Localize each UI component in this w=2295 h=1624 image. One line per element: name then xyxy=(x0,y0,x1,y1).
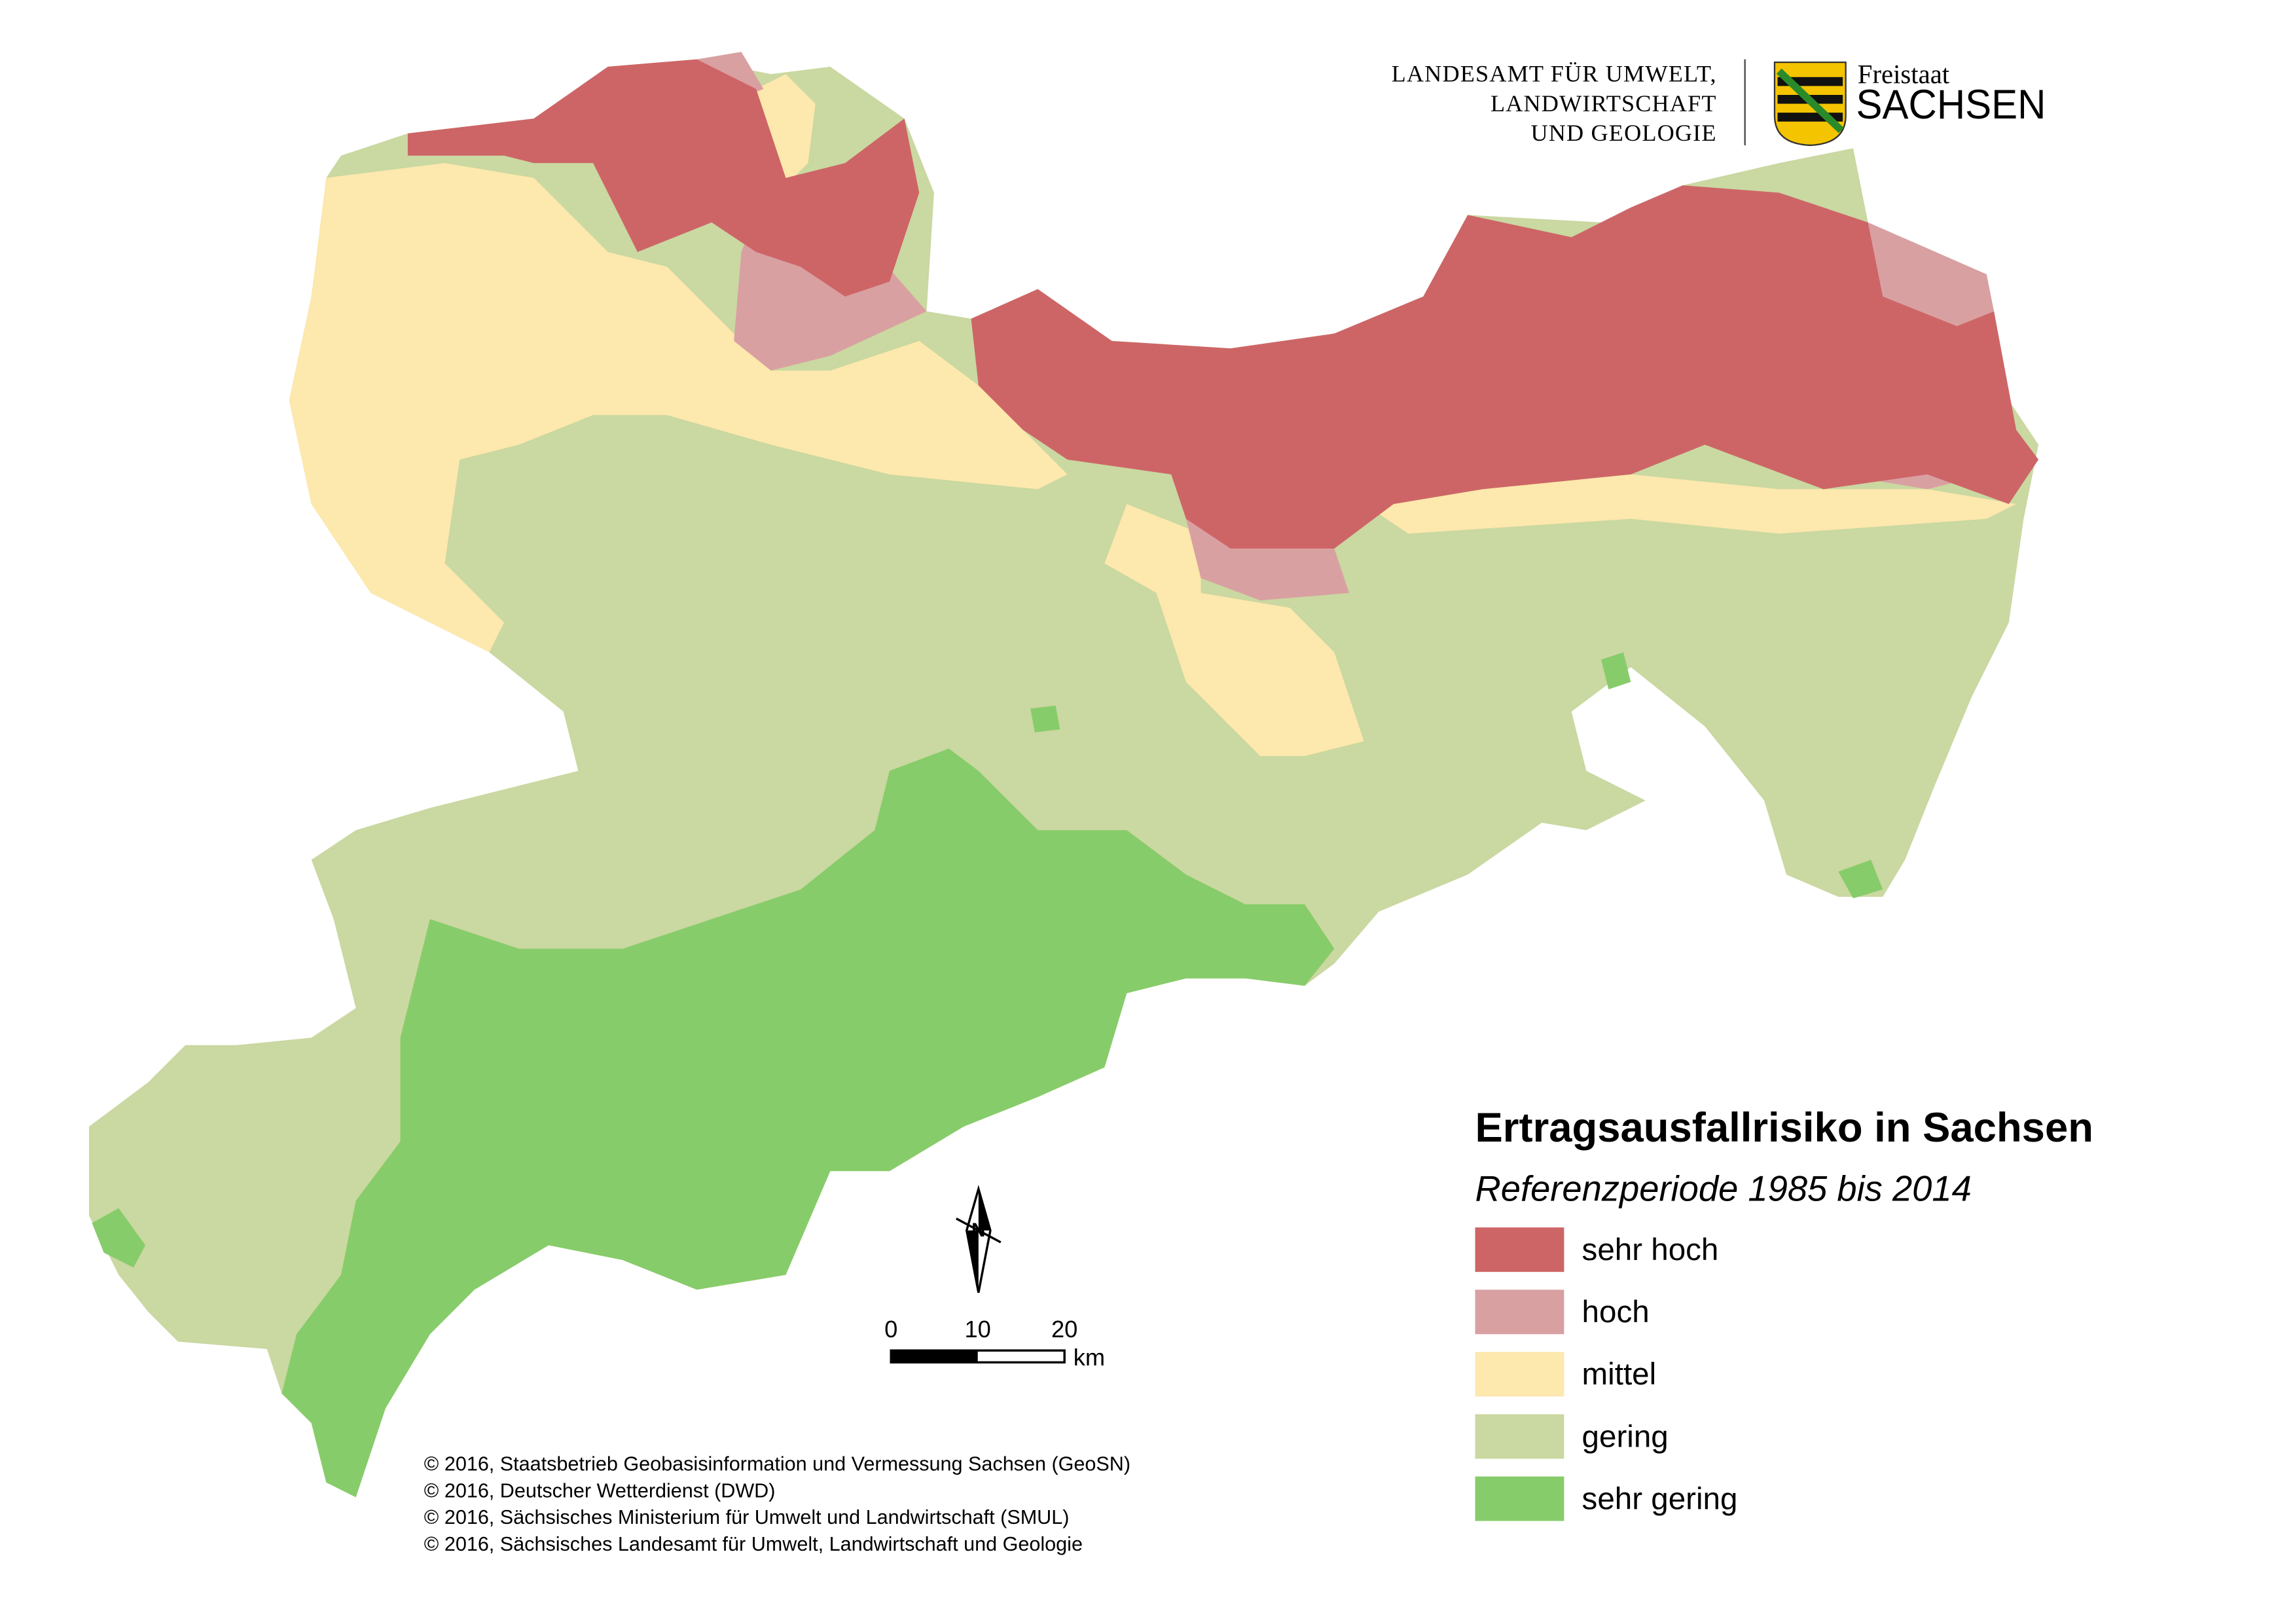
legend-label: hoch xyxy=(1582,1295,1650,1329)
legend-label: sehr hoch xyxy=(1582,1233,1719,1267)
agency-line: LANDESAMT FÜR UMWELT, xyxy=(1392,61,1717,87)
header: LANDESAMT FÜR UMWELT, LANDWIRTSCHAFT UND… xyxy=(1392,59,2046,147)
region-mittel xyxy=(289,163,1068,653)
scale-tick-label: 10 xyxy=(965,1316,991,1343)
credit-line: © 2016, Deutscher Wetterdienst (DWD) xyxy=(424,1479,776,1502)
legend-swatch xyxy=(1475,1352,1564,1397)
north-arrow: N xyxy=(956,1185,1002,1293)
region-sehr-gering xyxy=(281,748,1335,1498)
credit-line: © 2016, Sächsisches Landesamt für Umwelt… xyxy=(424,1533,1083,1555)
scale-tick-label: 0 xyxy=(884,1316,897,1343)
legend-label: mittel xyxy=(1582,1357,1657,1392)
scale-bar: km 0 10 20 xyxy=(884,1316,1105,1371)
scale-unit: km xyxy=(1074,1344,1105,1371)
logo-name: SACHSEN xyxy=(1856,82,2046,128)
legend: Ertragsausfallrisiko in Sachsen Referenz… xyxy=(1475,1105,2093,1521)
region-sehr-gering xyxy=(1030,706,1060,732)
north-label: N xyxy=(971,1219,985,1241)
region-sehr-hoch xyxy=(971,185,2039,549)
region-sehr-gering xyxy=(1838,859,1883,899)
region-mittel xyxy=(1104,504,1364,757)
legend-subtitle: Referenzperiode 1985 bis 2014 xyxy=(1475,1168,1972,1208)
logo-line: Freistaat xyxy=(1858,60,1950,89)
legend-swatch xyxy=(1475,1290,1564,1335)
region-sehr-gering xyxy=(92,1208,146,1268)
legend-swatch xyxy=(1475,1414,1564,1459)
legend-items: sehr hoch hoch mittel gering sehr gering xyxy=(1475,1227,1738,1521)
scale-tick-label: 20 xyxy=(1051,1316,1077,1343)
map xyxy=(88,52,2039,1498)
region-sehr-gering xyxy=(1601,652,1631,690)
credits: © 2016, Staatsbetrieb Geobasisinformatio… xyxy=(424,1453,1130,1555)
legend-label: sehr gering xyxy=(1582,1481,1738,1516)
legend-label: gering xyxy=(1582,1419,1669,1454)
coat-of-arms xyxy=(1773,61,1847,147)
legend-swatch xyxy=(1475,1476,1564,1521)
credit-line: © 2016, Sächsisches Ministerium für Umwe… xyxy=(424,1506,1070,1528)
region-sehr-hoch xyxy=(407,59,920,297)
agency-line: LANDWIRTSCHAFT xyxy=(1491,90,1717,117)
credit-line: © 2016, Staatsbetrieb Geobasisinformatio… xyxy=(424,1453,1130,1475)
legend-title: Ertragsausfallrisiko in Sachsen xyxy=(1475,1105,2093,1151)
legend-swatch xyxy=(1475,1227,1564,1272)
region-mittel xyxy=(1364,474,2017,534)
agency-line: UND GEOLOGIE xyxy=(1530,120,1716,146)
